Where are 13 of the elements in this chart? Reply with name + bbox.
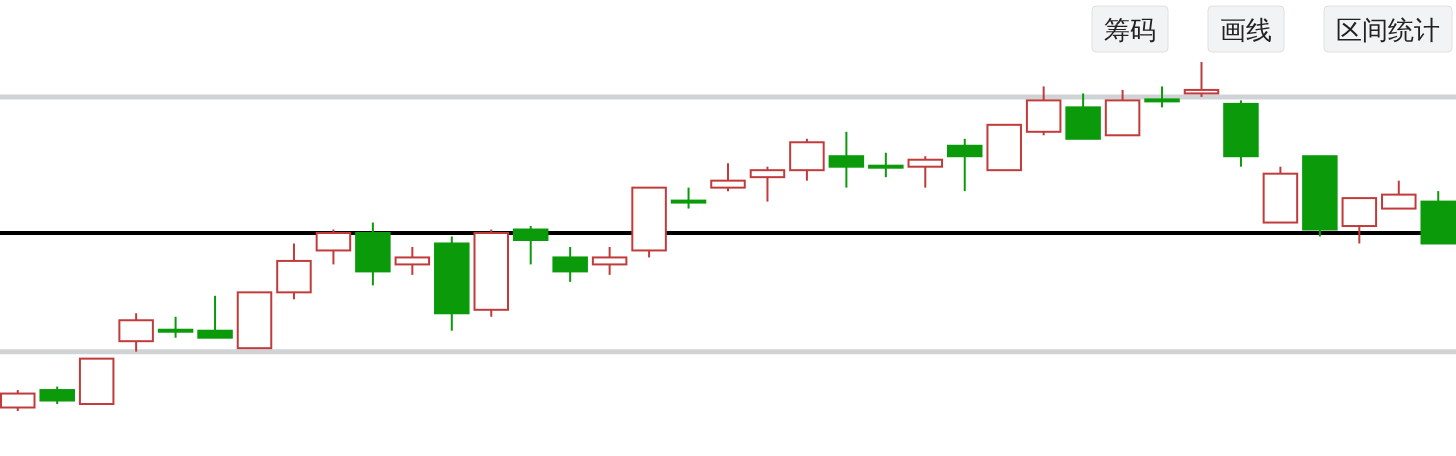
text: 区间统计: [1336, 15, 1440, 45]
candlestick: [710, 162, 746, 193]
candlestick: [394, 245, 431, 276]
candlestick: [1144, 85, 1180, 109]
candlestick: [749, 165, 786, 203]
candlestick: [1183, 61, 1220, 98]
candlestick: [907, 155, 944, 189]
text: 筹码: [1104, 15, 1156, 45]
candlestick: [157, 315, 194, 339]
text: 画线: [1220, 15, 1272, 45]
candlestick: [868, 151, 904, 179]
candlestick: [670, 186, 707, 210]
candlestick: [591, 245, 628, 276]
